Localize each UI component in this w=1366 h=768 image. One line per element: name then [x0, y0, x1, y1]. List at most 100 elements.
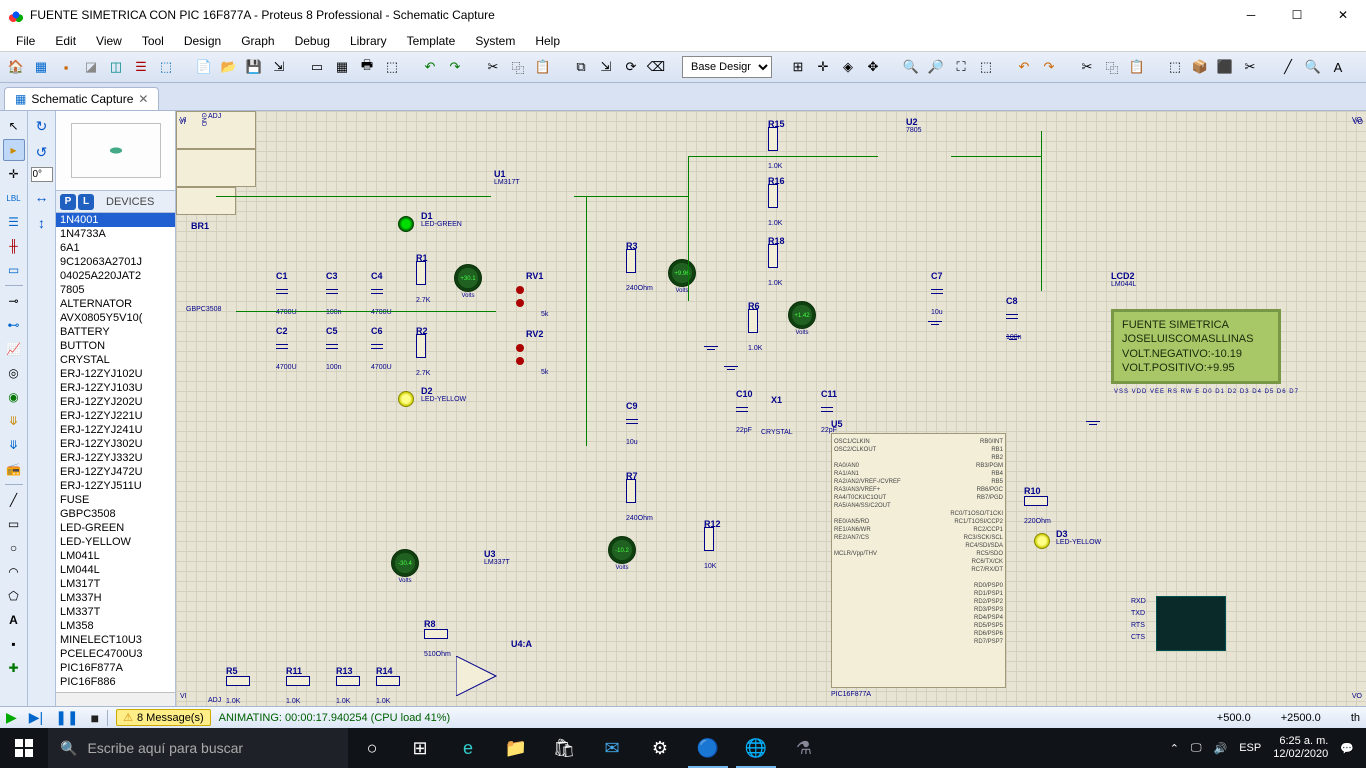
- cortana-icon[interactable]: ○: [348, 728, 396, 768]
- tab-close-icon[interactable]: ✕: [138, 92, 148, 106]
- terminal-icon[interactable]: ⊸: [3, 290, 25, 312]
- device-item[interactable]: LM041L: [56, 549, 175, 563]
- undo2-icon[interactable]: ↶: [1012, 55, 1036, 79]
- line-2d-icon[interactable]: ╱: [3, 489, 25, 511]
- settings-icon[interactable]: ⚙: [636, 728, 684, 768]
- device-item[interactable]: MINELECT10U3: [56, 633, 175, 647]
- device-item[interactable]: LM337H: [56, 591, 175, 605]
- virtual-terminal[interactable]: [1156, 596, 1226, 651]
- pick-icon[interactable]: ⬚: [1163, 55, 1187, 79]
- menu-debug[interactable]: Debug: [285, 32, 340, 50]
- device-item[interactable]: ERJ-12ZYJ302U: [56, 437, 175, 451]
- current-probe-icon[interactable]: ⤋: [3, 434, 25, 456]
- generator-icon[interactable]: ◉: [3, 386, 25, 408]
- stop-icon[interactable]: ■: [91, 710, 99, 726]
- explorer-icon[interactable]: 📁: [492, 728, 540, 768]
- app-taskbar-icon[interactable]: ⚗: [780, 728, 828, 768]
- home-icon[interactable]: 🏠: [4, 55, 28, 79]
- device-item[interactable]: FUSE: [56, 493, 175, 507]
- bom-icon[interactable]: ☰: [129, 55, 153, 79]
- mail-icon[interactable]: ✉: [588, 728, 636, 768]
- menu-library[interactable]: Library: [340, 32, 397, 50]
- snap-icon[interactable]: ◈: [836, 55, 860, 79]
- device-item[interactable]: ERJ-12ZYJ332U: [56, 451, 175, 465]
- tray-volume-icon[interactable]: 🔊: [1214, 742, 1228, 755]
- circle-2d-icon[interactable]: ○: [3, 537, 25, 559]
- device-item[interactable]: ERJ-12ZYJ511U: [56, 479, 175, 493]
- start-button[interactable]: [0, 728, 48, 768]
- play-icon[interactable]: ▶: [6, 709, 17, 726]
- libraries-icon[interactable]: L: [78, 194, 94, 210]
- text-script-icon[interactable]: ☰: [3, 211, 25, 233]
- menu-edit[interactable]: Edit: [45, 32, 86, 50]
- search-icon[interactable]: 🔍: [1301, 55, 1325, 79]
- chrome-taskbar-icon[interactable]: 🌐: [732, 728, 780, 768]
- device-item[interactable]: PIC16F877A: [56, 661, 175, 675]
- zoom-out-icon[interactable]: 🔎: [924, 55, 948, 79]
- wire-label-icon[interactable]: LBL: [3, 187, 25, 209]
- chip-u3[interactable]: ADJ VI VO: [176, 149, 256, 187]
- path-2d-icon[interactable]: ⬠: [3, 585, 25, 607]
- device-item[interactable]: BATTERY: [56, 325, 175, 339]
- proteus-taskbar-icon[interactable]: 🔵: [684, 728, 732, 768]
- device-item[interactable]: LM337T: [56, 605, 175, 619]
- instruments-icon[interactable]: 📻: [3, 458, 25, 480]
- device-item[interactable]: LM044L: [56, 563, 175, 577]
- pause-icon[interactable]: ❚❚: [55, 709, 78, 726]
- rotate-ccw-icon[interactable]: ↺: [31, 141, 53, 163]
- device-item[interactable]: ERJ-12ZYJ102U: [56, 367, 175, 381]
- overview-pane[interactable]: [56, 111, 175, 191]
- tray-lang[interactable]: ESP: [1239, 742, 1261, 754]
- open-icon[interactable]: 📂: [217, 55, 241, 79]
- chip-u5[interactable]: OSC1/CLKIN OSC2/CLKOUT RA0/AN0 RA1/AN1 R…: [831, 433, 1006, 688]
- rotate-cw-icon[interactable]: ↻: [31, 115, 53, 137]
- chip-u2[interactable]: VI GND VO: [176, 187, 236, 215]
- edge-icon[interactable]: e: [444, 728, 492, 768]
- save-icon[interactable]: 💾: [242, 55, 266, 79]
- area-icon[interactable]: ▦: [330, 55, 354, 79]
- block-delete-icon[interactable]: ⌫: [644, 55, 668, 79]
- taskview-icon[interactable]: ⊞: [396, 728, 444, 768]
- menu-design[interactable]: Design: [174, 32, 231, 50]
- tray-notifications-icon[interactable]: 💬: [1340, 742, 1354, 755]
- device-item[interactable]: ALTERNATOR: [56, 297, 175, 311]
- new-icon[interactable]: 📄: [192, 55, 216, 79]
- menu-tool[interactable]: Tool: [132, 32, 174, 50]
- tape-icon[interactable]: ◎: [3, 362, 25, 384]
- 3d-icon[interactable]: ◪: [79, 55, 103, 79]
- print-icon[interactable]: 🖶: [355, 55, 379, 79]
- device-item[interactable]: 6A1: [56, 241, 175, 255]
- store-icon[interactable]: 🛍: [540, 728, 588, 768]
- origin-icon[interactable]: ✛: [811, 55, 835, 79]
- device-item[interactable]: PIC16F886: [56, 675, 175, 689]
- decomp-icon[interactable]: ✂: [1238, 55, 1262, 79]
- device-item[interactable]: 7805: [56, 283, 175, 297]
- wire-paste-icon[interactable]: 📋: [1125, 55, 1149, 79]
- device-pin-icon[interactable]: ⊷: [3, 314, 25, 336]
- menu-view[interactable]: View: [86, 32, 132, 50]
- pan-icon[interactable]: ✥: [861, 55, 885, 79]
- schematic-icon[interactable]: ▦: [29, 55, 53, 79]
- bus-icon[interactable]: ╫: [3, 235, 25, 257]
- tray-up-icon[interactable]: ⌃: [1170, 742, 1179, 755]
- zoom-area-icon[interactable]: ⬚: [974, 55, 998, 79]
- menu-file[interactable]: File: [6, 32, 45, 50]
- tray-clock[interactable]: 6:25 a. m. 12/02/2020: [1273, 735, 1328, 761]
- device-item[interactable]: LED-GREEN: [56, 521, 175, 535]
- device-item[interactable]: AVX0805Y5V10(: [56, 311, 175, 325]
- copy-icon[interactable]: ⿻: [506, 55, 530, 79]
- gerber-icon[interactable]: ◫: [104, 55, 128, 79]
- junction-icon[interactable]: ✛: [3, 163, 25, 185]
- block-copy-icon[interactable]: ⧉: [569, 55, 593, 79]
- close-button[interactable]: ✕: [1320, 0, 1366, 30]
- flip-v-icon[interactable]: ↕: [31, 212, 53, 234]
- redo-icon[interactable]: ↷: [443, 55, 467, 79]
- flip-h-icon[interactable]: ↔: [31, 186, 53, 208]
- toggle-wire-icon[interactable]: ╱: [1276, 55, 1300, 79]
- menu-system[interactable]: System: [465, 32, 525, 50]
- selection-mode-icon[interactable]: ↖: [3, 115, 25, 137]
- maximize-button[interactable]: ☐: [1274, 0, 1320, 30]
- menu-template[interactable]: Template: [397, 32, 466, 50]
- device-item[interactable]: 9C12063A2701J: [56, 255, 175, 269]
- cut-icon[interactable]: ✂: [481, 55, 505, 79]
